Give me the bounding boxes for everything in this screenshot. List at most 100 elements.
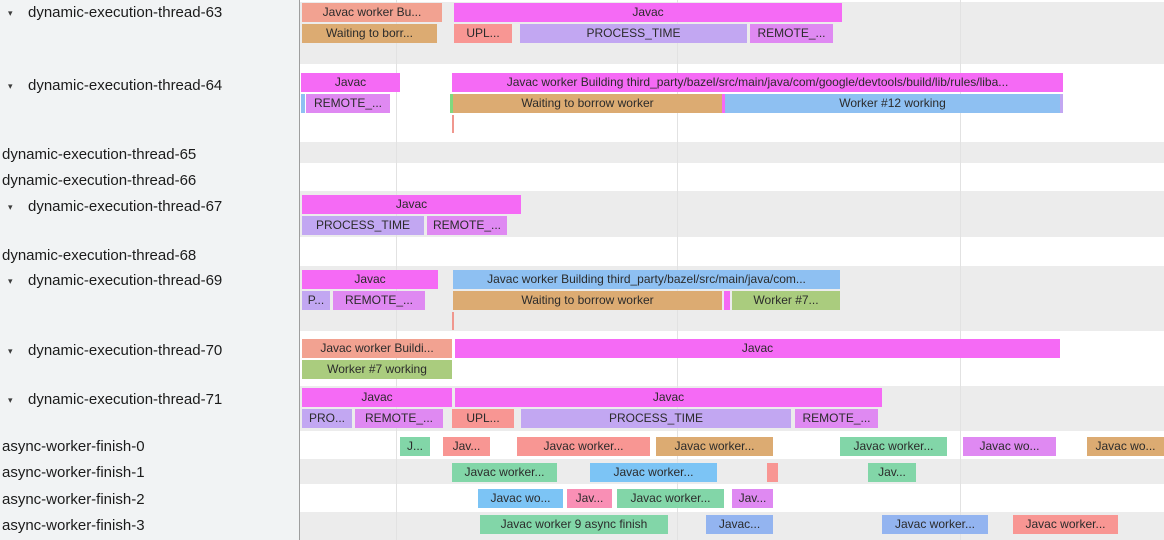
expand-triangle-icon[interactable]: ▾ [8,81,13,92]
trace-event-slice[interactable]: Javac [302,270,438,289]
track-name-text: dynamic-execution-thread-70 [28,342,223,360]
slice-label: PROCESS_TIME [608,411,704,425]
slice-label: Javac... [718,517,761,531]
track-label-async-worker-finish-2[interactable]: async-worker-finish-2 [0,490,299,510]
trace-event-slice[interactable]: Javac worker... [590,463,717,482]
track-label-dynamic-execution-thread-69[interactable]: ▾ dynamic-execution-thread-69 [0,271,297,291]
trace-event-slice[interactable]: Javac [454,3,842,22]
track-label-dynamic-execution-thread-63[interactable]: ▾ dynamic-execution-thread-63 [0,3,297,23]
expand-triangle-icon[interactable]: ▾ [8,395,13,406]
slice-label: Worker #12 working [839,96,946,110]
trace-event-slice[interactable]: Javac worker Bu... [302,3,442,22]
expand-triangle-icon[interactable]: ▾ [8,8,13,19]
trace-event-slice[interactable]: Worker #7... [732,291,840,310]
slice-label: Javac worker Building third_party/bazel/… [506,75,1009,89]
trace-event-slice[interactable]: P... [302,291,330,310]
track-label-async-worker-finish-1[interactable]: async-worker-finish-1 [0,463,299,483]
trace-event-slice[interactable] [450,94,453,113]
trace-event-slice[interactable]: Jav... [567,489,612,508]
instant-event-tick[interactable] [452,115,454,133]
trace-event-slice[interactable]: Jav... [443,437,490,456]
trace-event-slice[interactable]: Javac worker... [452,463,557,482]
track-label-dynamic-execution-thread-70[interactable]: ▾ dynamic-execution-thread-70 [0,341,297,361]
trace-event-slice[interactable]: Javac wo... [963,437,1056,456]
slice-label: Javac worker Bu... [322,5,422,19]
trace-event-slice[interactable]: Javac... [706,515,773,534]
trace-event-slice[interactable]: Waiting to borrow worker [453,291,722,310]
trace-event-slice[interactable]: Javac worker Building third_party/bazel/… [452,73,1063,92]
slice-label: Javac worker... [674,439,755,453]
track-name-text: dynamic-execution-thread-65 [2,146,197,164]
slice-label: Javac wo... [1095,439,1156,453]
slice-label: Jav... [575,491,604,505]
slice-label: Javac worker Buildi... [320,341,434,355]
slice-label: P... [307,293,325,307]
expand-triangle-icon[interactable]: ▾ [8,276,13,287]
slice-label: Javac worker 9 async finish [500,517,648,531]
trace-event-slice[interactable]: UPL... [452,409,514,428]
slice-label: Waiting to borrow worker [521,293,654,307]
trace-event-slice[interactable]: Javac [301,73,400,92]
trace-event-slice[interactable]: REMOTE_... [427,216,507,235]
slice-label: Javac worker... [464,465,545,479]
trace-event-slice[interactable]: Worker #7 working [302,360,452,379]
trace-event-slice[interactable] [767,463,778,482]
trace-event-slice[interactable]: Javac worker Building third_party/bazel/… [453,270,840,289]
slice-label: Javac [361,390,393,404]
slice-label: Javac worker... [543,439,624,453]
track-label-async-worker-finish-3[interactable]: async-worker-finish-3 [0,516,299,536]
trace-event-slice[interactable]: REMOTE_... [355,409,443,428]
trace-event-slice[interactable] [722,94,725,113]
trace-event-slice[interactable]: Jav... [732,489,773,508]
expand-triangle-icon[interactable]: ▾ [8,202,13,213]
slice-label: UPL... [466,26,500,40]
trace-event-slice[interactable]: Javac worker... [656,437,773,456]
trace-event-slice[interactable]: Javac worker... [517,437,650,456]
track-label-dynamic-execution-thread-65[interactable]: dynamic-execution-thread-65 [0,145,299,165]
trace-event-slice[interactable]: UPL... [454,24,512,43]
trace-event-slice[interactable]: Javac [455,339,1060,358]
slice-label: REMOTE_... [364,411,433,425]
track-label-dynamic-execution-thread-67[interactable]: ▾ dynamic-execution-thread-67 [0,197,297,217]
trace-event-slice[interactable]: PROCESS_TIME [521,409,791,428]
trace-event-slice[interactable]: PRO... [302,409,352,428]
trace-event-slice[interactable]: Javac wo... [1087,437,1164,456]
trace-event-slice[interactable]: PROCESS_TIME [520,24,747,43]
track-label-dynamic-execution-thread-71[interactable]: ▾ dynamic-execution-thread-71 [0,390,297,410]
trace-event-slice[interactable]: Javac wo... [478,489,563,508]
trace-event-slice[interactable]: PROCESS_TIME [302,216,424,235]
trace-event-slice[interactable]: Javac [302,388,452,407]
trace-event-slice[interactable]: Javac worker... [840,437,947,456]
trace-event-slice[interactable]: Javac worker 9 async finish [480,515,668,534]
track-label-dynamic-execution-thread-68[interactable]: dynamic-execution-thread-68 [0,246,299,266]
track-label-async-worker-finish-0[interactable]: async-worker-finish-0 [0,437,299,457]
trace-event-slice[interactable]: Javac worker... [617,489,724,508]
trace-event-slice[interactable]: J... [400,437,430,456]
trace-event-slice[interactable]: REMOTE_... [795,409,878,428]
trace-event-slice[interactable] [301,94,305,113]
slice-label: Javac worker... [853,439,934,453]
trace-event-slice[interactable]: REMOTE_... [333,291,425,310]
instant-event-tick[interactable] [452,312,454,330]
trace-event-slice[interactable]: Javac [455,388,882,407]
trace-event-slice[interactable]: Worker #12 working [725,94,1060,113]
trace-event-slice[interactable] [724,291,730,310]
trace-event-slice[interactable]: Javac [302,195,521,214]
slice-label: Javac worker... [894,517,976,531]
trace-event-slice[interactable]: Waiting to borr... [302,24,437,43]
trace-event-slice[interactable]: Javac worker Buildi... [302,339,452,358]
slice-label: Javac wo... [490,491,551,505]
track-name-text: dynamic-execution-thread-64 [28,77,223,95]
track-name-text: dynamic-execution-thread-68 [2,247,197,265]
trace-event-slice[interactable]: Jav... [868,463,916,482]
trace-event-slice[interactable] [1060,94,1063,113]
trace-event-slice[interactable]: REMOTE_... [750,24,833,43]
track-label-dynamic-execution-thread-64[interactable]: ▾ dynamic-execution-thread-64 [0,76,297,96]
trace-event-slice[interactable]: Javac worker... [1013,515,1118,534]
trace-event-slice[interactable]: Javac worker... [882,515,988,534]
slice-label: REMOTE_... [313,96,382,110]
trace-event-slice[interactable]: REMOTE_... [306,94,390,113]
expand-triangle-icon[interactable]: ▾ [8,346,13,357]
track-label-dynamic-execution-thread-66[interactable]: dynamic-execution-thread-66 [0,171,299,191]
trace-event-slice[interactable]: Waiting to borrow worker [453,94,722,113]
